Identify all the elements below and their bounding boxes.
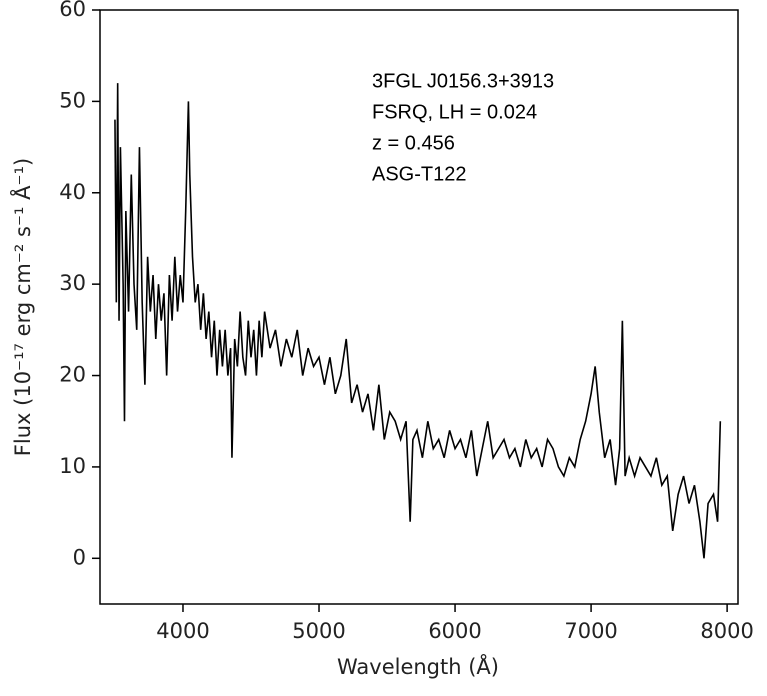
x-axis-label: Wavelength (Å) bbox=[337, 653, 499, 679]
y-tick-label: 30 bbox=[59, 271, 86, 295]
y-axis-label: Flux (10⁻¹⁷ erg cm⁻² s⁻¹ Å⁻¹) bbox=[9, 158, 35, 456]
x-tick-label: 4000 bbox=[156, 619, 209, 643]
x-tick-label: 8000 bbox=[700, 619, 753, 643]
y-tick-label: 60 bbox=[59, 0, 86, 21]
y-tick-label: 0 bbox=[73, 545, 86, 569]
annotation: FSRQ, LH = 0.024 bbox=[372, 101, 537, 123]
y-tick-label: 40 bbox=[59, 180, 86, 204]
x-tick-label: 7000 bbox=[564, 619, 617, 643]
y-tick-label: 50 bbox=[59, 88, 86, 112]
x-tick-label: 5000 bbox=[292, 619, 345, 643]
y-tick-label: 20 bbox=[59, 363, 86, 387]
y-tick-label: 10 bbox=[59, 454, 86, 478]
annotation: z = 0.456 bbox=[372, 132, 455, 154]
spectrum-line bbox=[114, 83, 722, 559]
annotation: ASG-T122 bbox=[372, 163, 466, 185]
plot-frame bbox=[99, 9, 739, 605]
annotation: 3FGL J0156.3+3913 bbox=[372, 70, 554, 92]
x-tick-label: 6000 bbox=[428, 619, 481, 643]
